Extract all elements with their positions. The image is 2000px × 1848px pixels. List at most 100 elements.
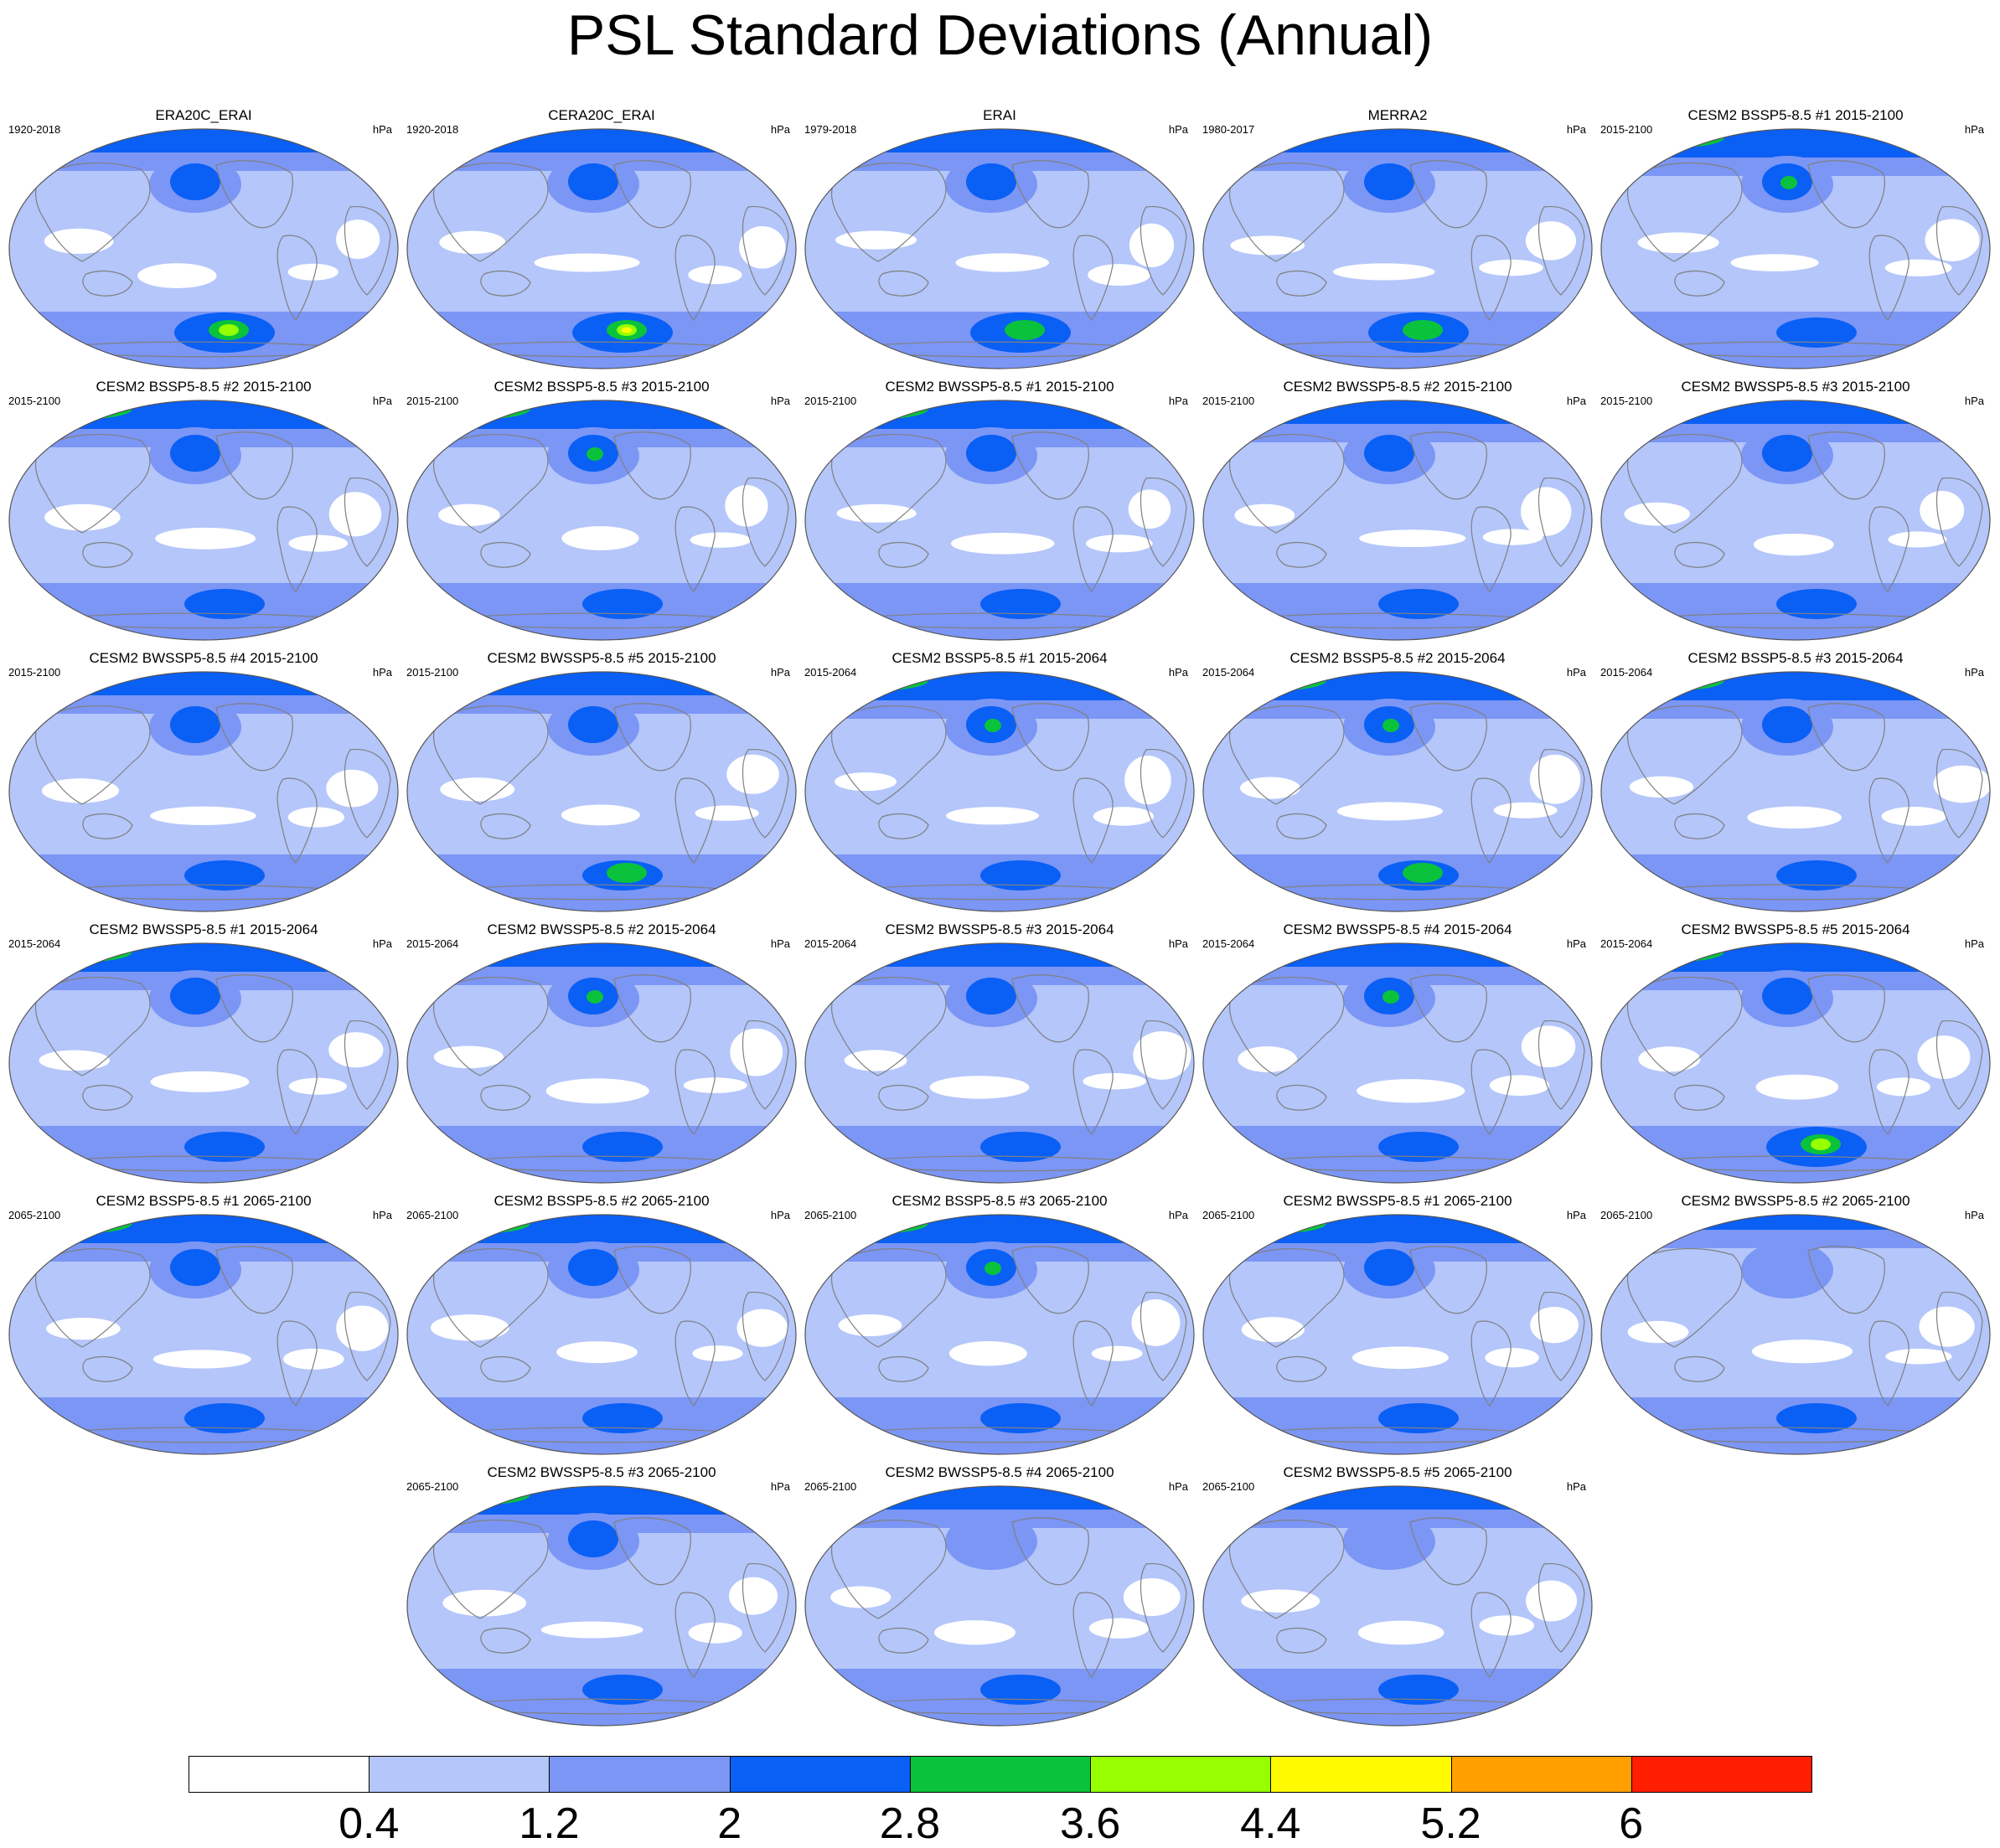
contour-fill-level-0 <box>137 263 217 288</box>
map-outline <box>1600 128 1991 369</box>
contour-fill-level-0 <box>1359 529 1466 548</box>
panel-units: hPa <box>1964 395 1984 407</box>
coastline <box>432 1519 549 1619</box>
panel-title: CESM2 BWSSP5-8.5 #4 2065-2100 <box>885 1464 1114 1480</box>
contour-fill-level-0 <box>950 533 1055 555</box>
panel-title: CESM2 BWSSP5-8.5 #3 2065-2100 <box>487 1464 716 1480</box>
contour-fill-level-0 <box>835 772 897 792</box>
colorbar-tick-label: 3.6 <box>1059 1799 1121 1848</box>
contour-fill-level-3 <box>9 1215 398 1243</box>
coastline <box>82 271 133 297</box>
colorbar-segment <box>189 1756 370 1793</box>
coastline <box>1537 748 1585 839</box>
map-panel: CESM2 BSSP5-8.5 #1 2065-2100 2065-2100 hPa <box>7 1193 401 1455</box>
coastline <box>674 777 716 864</box>
coastline <box>1935 1019 1983 1110</box>
map-outline <box>8 128 399 369</box>
contour-fill-level-4 <box>1403 320 1443 340</box>
contour-fill-level-3 <box>1762 706 1812 743</box>
coastline <box>1140 748 1187 839</box>
map-panel: ERA20C_ERAI 1920-2018 hPa <box>7 107 401 369</box>
contour-fill-level-3 <box>184 1403 265 1433</box>
contour-fill-level-0 <box>430 1314 509 1341</box>
colorbar-tick-label: 4.4 <box>1240 1799 1301 1848</box>
map-outline <box>8 942 399 1184</box>
colorbar-tick-label: 6 <box>1619 1799 1644 1848</box>
contour-fill-level-2 <box>1343 1513 1435 1570</box>
contour-fill-level-3 <box>1601 400 1990 424</box>
coastline <box>276 1320 318 1407</box>
coastline <box>1072 777 1114 864</box>
contour-fill-level-4 <box>1403 863 1443 883</box>
coastline <box>1470 777 1512 864</box>
contour-fill-level-0 <box>1753 534 1834 556</box>
contour-fill-level-4 <box>587 447 603 461</box>
map-outline <box>406 671 797 912</box>
contour-fill-level-0 <box>729 1577 778 1615</box>
panel-units: hPa <box>372 123 392 136</box>
contour-fill-level-4 <box>438 1215 530 1233</box>
coastline <box>34 976 151 1076</box>
contour-fill-level-3 <box>9 400 398 429</box>
contour-fill-level-0 <box>1624 502 1690 526</box>
coastline <box>1626 162 1743 262</box>
contour-fill-level-0 <box>540 1621 643 1639</box>
contour-fill-level-3 <box>170 706 220 743</box>
coastline <box>742 1019 789 1110</box>
coastline <box>1011 160 1089 229</box>
panel-units: hPa <box>770 395 790 407</box>
coastline <box>215 160 293 229</box>
contour-fill-level-3 <box>805 943 1194 967</box>
contour-fill-level-0 <box>44 228 114 254</box>
contour-fill-level-3 <box>568 1249 618 1286</box>
coastline <box>1868 1049 1910 1135</box>
contour-fill-level-0 <box>1525 221 1577 261</box>
contour-fill-level-0 <box>288 534 349 552</box>
panel-title: CESM2 BSSP5-8.5 #2 2015-2100 <box>96 379 312 395</box>
coastline <box>1807 160 1885 229</box>
map-panel: CESM2 BSSP5-8.5 #3 2015-2100 2015-2100 hPa <box>405 379 798 641</box>
map-outline <box>8 1214 399 1455</box>
colorbar-tick-label: 2.8 <box>879 1799 941 1848</box>
coastline <box>1868 506 1910 592</box>
contour-fill-level-3 <box>407 129 796 152</box>
coastline <box>432 976 549 1076</box>
map-outline <box>804 942 1195 1184</box>
contour-fill-level-4 <box>1382 990 1399 1004</box>
coastline <box>742 748 789 839</box>
coastline <box>344 748 391 839</box>
map-panel: CESM2 BWSSP5-8.5 #3 2015-2064 2015-2064 hP… <box>803 921 1196 1184</box>
panel-period: 2015-2100 <box>8 395 61 407</box>
map-plot <box>406 400 797 641</box>
contour-fill-level-3 <box>980 1675 1061 1705</box>
contour-fill-level-0 <box>152 1350 251 1369</box>
panel-period: 2065-2100 <box>1202 1209 1255 1221</box>
coastline <box>674 506 716 592</box>
coastline <box>1140 1562 1187 1653</box>
contour-fill-level-0 <box>683 1077 747 1093</box>
contour-fill-level-3 <box>407 400 796 429</box>
panel-title: CESM2 BSSP5-8.5 #2 2015-2064 <box>1289 650 1506 666</box>
contour-fill-level-0 <box>1085 534 1153 553</box>
contour-fill-level-0 <box>1933 765 1990 803</box>
colorbar-segment <box>369 1756 550 1793</box>
contour-fill-level-3 <box>1776 860 1857 890</box>
coastline <box>480 1356 531 1382</box>
colorbar-segment <box>549 1756 731 1793</box>
coastline <box>432 1247 549 1348</box>
contour-fill-level-3 <box>582 1132 663 1162</box>
panel-period: 2015-2064 <box>8 937 61 950</box>
map-plot <box>406 128 797 369</box>
coastline <box>1140 477 1187 567</box>
panel-units: hPa <box>1964 666 1984 679</box>
map-plot <box>406 671 797 912</box>
coastline <box>1409 703 1487 772</box>
contour-fill-level-0 <box>1241 1317 1305 1343</box>
coastline <box>82 813 133 839</box>
contour-fill-level-3 <box>1601 1215 1990 1230</box>
panel-units: hPa <box>1964 937 1984 950</box>
contour-fill-level-0 <box>1234 503 1295 527</box>
panel-period: 2015-2064 <box>1202 666 1255 679</box>
coastline <box>878 1085 929 1111</box>
contour-fill-level-0 <box>830 1586 891 1608</box>
